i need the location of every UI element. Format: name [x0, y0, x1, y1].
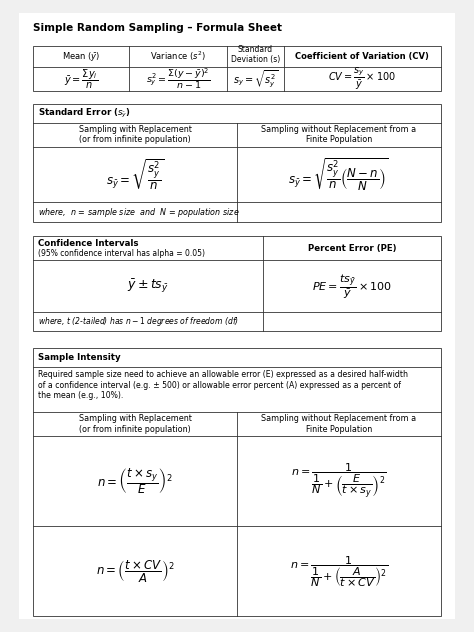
Bar	[33, 104, 441, 222]
Text: $n = \left(\dfrac{t \times s_y}{E}\right)^2$: $n = \left(\dfrac{t \times s_y}{E}\right…	[97, 466, 173, 496]
Text: where, $t$ (2-tailed) has $n-1$ degrees of freedom (df): where, $t$ (2-tailed) has $n-1$ degrees …	[38, 315, 239, 328]
Bar	[33, 236, 441, 331]
Text: $s_y = \sqrt{s^2_y}$: $s_y = \sqrt{s^2_y}$	[233, 68, 278, 90]
Text: $n = \left(\dfrac{t \times CV}{A}\right)^2$: $n = \left(\dfrac{t \times CV}{A}\right)…	[96, 558, 174, 584]
Bar	[33, 46, 441, 91]
Text: Sampling with Replacement
(or from infinite population): Sampling with Replacement (or from infin…	[79, 415, 191, 434]
Text: $\bar{y} \pm ts_{\bar{y}}$: $\bar{y} \pm ts_{\bar{y}}$	[128, 277, 169, 295]
Text: (95% confidence interval has alpha = 0.05): (95% confidence interval has alpha = 0.0…	[38, 249, 205, 258]
Text: $s_{\bar{y}} = \sqrt{\dfrac{s^2_y}{n}\left(\dfrac{N-n}{N}\right)}$: $s_{\bar{y}} = \sqrt{\dfrac{s^2_y}{n}\le…	[289, 157, 389, 192]
Text: Standard
Deviation (s): Standard Deviation (s)	[231, 45, 280, 64]
Text: $n = \dfrac{1}{\dfrac{1}{N} + \left(\dfrac{A}{t \times CV}\right)^2}$: $n = \dfrac{1}{\dfrac{1}{N} + \left(\dfr…	[290, 554, 388, 588]
FancyBboxPatch shape	[19, 13, 455, 619]
Text: Required sample size need to achieve an allowable error (E) expressed as a desir: Required sample size need to achieve an …	[38, 370, 408, 400]
Text: Sampling without Replacement from a
Finite Population: Sampling without Replacement from a Fini…	[261, 125, 417, 144]
Text: Mean ($\bar{y}$): Mean ($\bar{y}$)	[62, 50, 100, 63]
Text: Standard Error ($s_{\bar{y}}$): Standard Error ($s_{\bar{y}}$)	[38, 107, 131, 119]
Text: $CV = \dfrac{s_y}{\bar{y}} \times 100$: $CV = \dfrac{s_y}{\bar{y}} \times 100$	[328, 66, 396, 92]
Text: Variance ($s^2$): Variance ($s^2$)	[150, 49, 206, 63]
Text: Confidence Intervals: Confidence Intervals	[38, 240, 138, 248]
Text: Sampling without Replacement from a
Finite Population: Sampling without Replacement from a Fini…	[261, 415, 417, 434]
Text: Coefficient of Variation (CV): Coefficient of Variation (CV)	[295, 52, 429, 61]
Text: $n = \dfrac{1}{\dfrac{1}{N} + \left(\dfrac{E}{t \times s_y}\right)^2}$: $n = \dfrac{1}{\dfrac{1}{N} + \left(\dfr…	[291, 461, 387, 501]
Text: $s_{\bar{y}} = \sqrt{\dfrac{s^2_y}{n}}$: $s_{\bar{y}} = \sqrt{\dfrac{s^2_y}{n}}$	[106, 157, 164, 191]
Text: Simple Random Sampling – Formula Sheet: Simple Random Sampling – Formula Sheet	[33, 23, 282, 33]
Text: Percent Error (PE): Percent Error (PE)	[308, 244, 396, 253]
Text: where,  $n$ = sample size  and  $N$ = population size: where, $n$ = sample size and $N$ = popul…	[38, 206, 239, 219]
Text: $s^2_y = \dfrac{\Sigma(y-\bar{y})^2}{n-1}$: $s^2_y = \dfrac{\Sigma(y-\bar{y})^2}{n-1…	[146, 67, 210, 91]
Bar	[33, 348, 441, 616]
Text: Sample Intensity: Sample Intensity	[38, 353, 120, 362]
Text: Sampling with Replacement
(or from infinite population): Sampling with Replacement (or from infin…	[79, 125, 191, 144]
Text: $PE = \dfrac{ts_{\bar{y}}}{\bar{y}} \times 100$: $PE = \dfrac{ts_{\bar{y}}}{\bar{y}} \tim…	[312, 272, 392, 301]
Text: $\bar{y} = \dfrac{\Sigma y_i}{n}$: $\bar{y} = \dfrac{\Sigma y_i}{n}$	[64, 68, 98, 90]
